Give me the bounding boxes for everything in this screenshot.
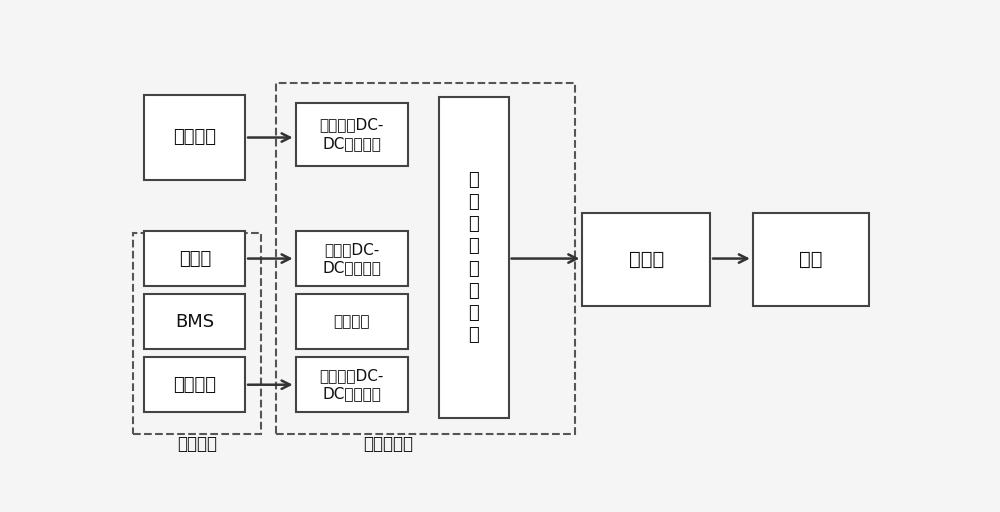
Bar <box>133 233 261 434</box>
Text: 光伏电池DC-
DC功率模块: 光伏电池DC- DC功率模块 <box>320 118 384 151</box>
Bar <box>276 83 574 434</box>
Text: 逆变器: 逆变器 <box>629 250 664 269</box>
Bar <box>144 231 245 286</box>
Text: 光伏电池: 光伏电池 <box>173 129 216 146</box>
Text: 超级电容DC-
DC功率模块: 超级电容DC- DC功率模块 <box>320 368 384 401</box>
Bar <box>439 97 509 418</box>
Text: 超级电容: 超级电容 <box>173 376 216 394</box>
Bar <box>296 294 408 349</box>
Text: 控制模块: 控制模块 <box>333 314 370 329</box>
Bar <box>582 213 710 306</box>
Text: 锂电池DC-
DC功率模块: 锂电池DC- DC功率模块 <box>322 242 381 275</box>
Bar <box>144 294 245 349</box>
Bar <box>296 357 408 412</box>
Text: BMS: BMS <box>175 313 214 331</box>
Bar <box>296 103 408 166</box>
Text: 电网: 电网 <box>799 250 823 269</box>
Text: 储能单元: 储能单元 <box>177 435 217 453</box>
Text: 光
伏
功
率
预
测
模
块: 光 伏 功 率 预 测 模 块 <box>468 171 479 344</box>
Bar <box>296 231 408 286</box>
Bar <box>144 357 245 412</box>
Text: 锂电池: 锂电池 <box>179 249 211 268</box>
Text: 储能控制器: 储能控制器 <box>364 435 414 453</box>
Bar <box>144 95 245 180</box>
Bar <box>753 213 869 306</box>
